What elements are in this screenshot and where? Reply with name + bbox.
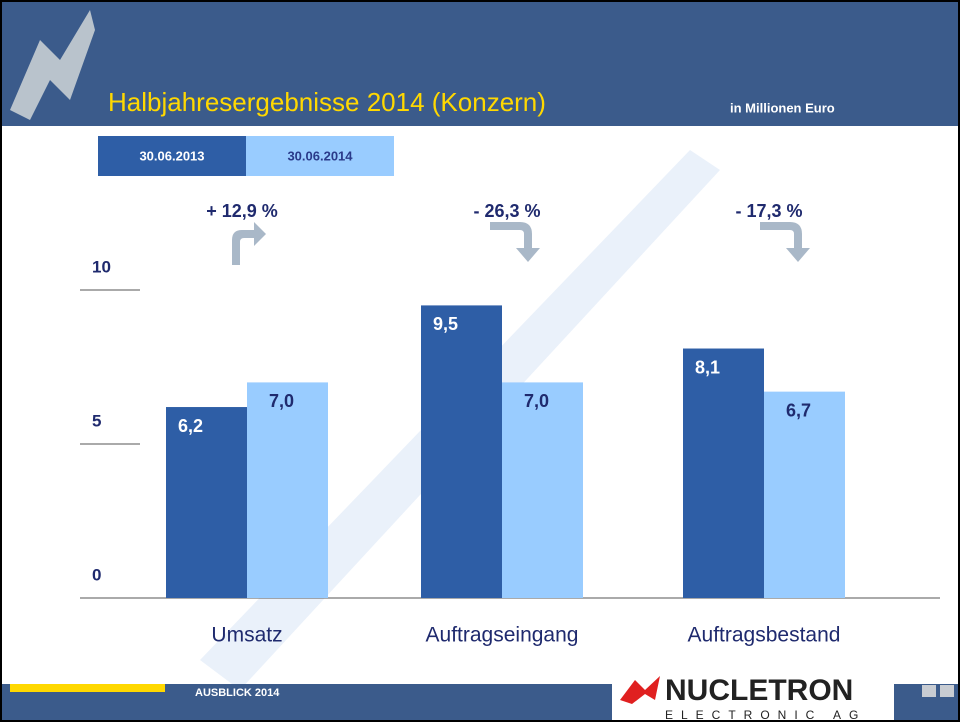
annotation: + 12,9 % (206, 201, 278, 221)
footer-accent (10, 684, 165, 692)
legend-label: 30.06.2013 (139, 148, 204, 163)
value-label: 9,5 (433, 314, 458, 334)
x-tick-label: Auftragseingang (426, 624, 579, 647)
value-label: 6,7 (786, 400, 811, 420)
legend-label: 30.06.2014 (287, 148, 353, 163)
slide: Halbjahresergebnisse 2014 (Konzern) in M… (0, 0, 960, 722)
bar (764, 392, 845, 598)
annotation: - 26,3 % (473, 201, 540, 221)
y-tick-label: 10 (92, 257, 111, 276)
bar (502, 382, 583, 598)
logo-subtext: ELECTRONIC AG (665, 708, 866, 722)
bar (421, 305, 502, 598)
value-label: 7,0 (524, 391, 549, 411)
chart-title: Halbjahresergebnisse 2014 (Konzern) (108, 87, 546, 117)
value-label: 7,0 (269, 391, 294, 411)
bar (247, 382, 328, 598)
value-label: 8,1 (695, 357, 720, 377)
y-tick-label: 5 (92, 411, 101, 430)
nav-next[interactable] (940, 685, 954, 697)
value-label: 6,2 (178, 416, 203, 436)
nav-prev[interactable] (922, 685, 936, 697)
subtitle: in Millionen Euro (730, 100, 835, 115)
footer-section: AUSBLICK 2014 (195, 687, 280, 699)
y-tick-label: 0 (92, 565, 101, 584)
logo-text: NUCLETRON (665, 674, 853, 707)
x-tick-label: Auftragsbestand (688, 624, 841, 647)
annotation: - 17,3 % (735, 201, 802, 221)
bar (683, 349, 764, 598)
x-tick-label: Umsatz (211, 624, 282, 647)
